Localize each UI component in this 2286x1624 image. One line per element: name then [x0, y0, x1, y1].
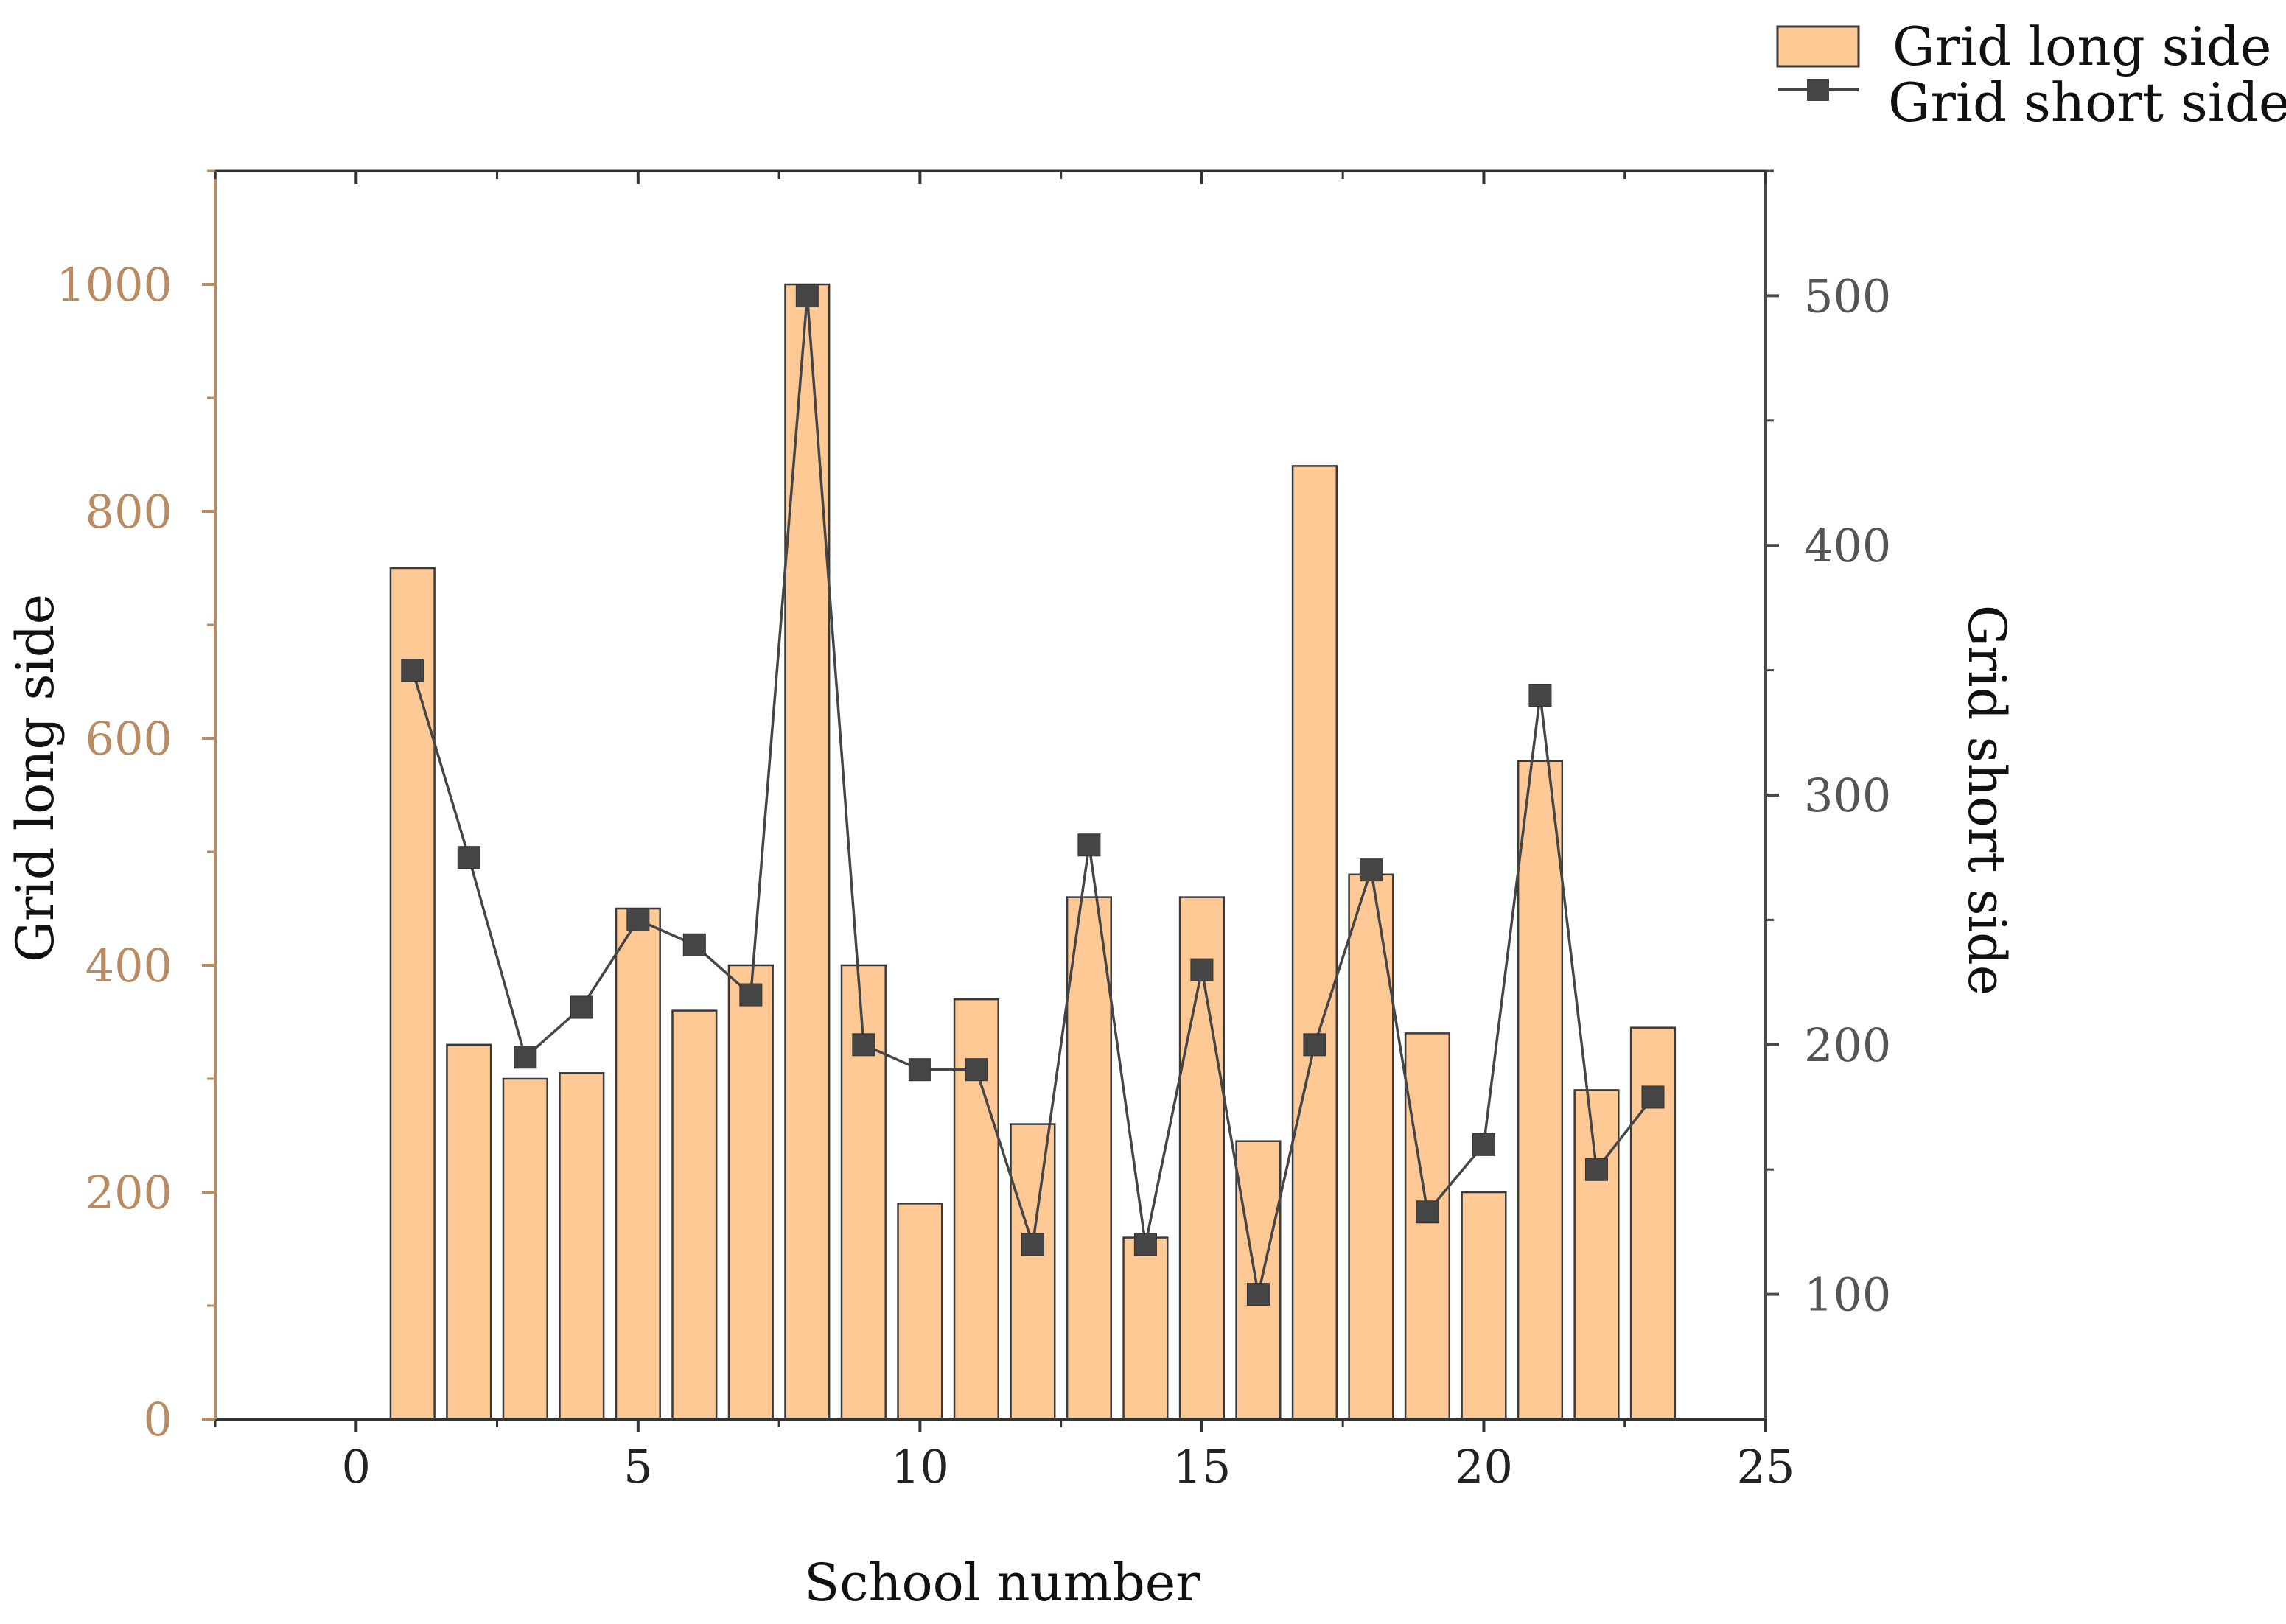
bar-school-12 — [1010, 1123, 1056, 1421]
bar-school-10 — [897, 1203, 943, 1421]
legend-line-marker — [1807, 79, 1829, 101]
marker-school-11 — [965, 1058, 988, 1082]
bar-school-21 — [1517, 760, 1564, 1421]
bar-school-19 — [1404, 1032, 1451, 1421]
marker-school-23 — [1641, 1085, 1665, 1109]
marker-school-19 — [1416, 1200, 1439, 1224]
y-left-tick-label: 400 — [85, 939, 172, 993]
marker-school-18 — [1359, 858, 1383, 882]
x-tick-label: 10 — [891, 1440, 949, 1494]
marker-school-14 — [1133, 1233, 1157, 1256]
bar-school-20 — [1461, 1191, 1507, 1421]
x-tick-label: 5 — [623, 1440, 652, 1494]
marker-school-8 — [795, 284, 819, 307]
bar-school-22 — [1573, 1089, 1620, 1421]
bar-school-6 — [671, 1009, 718, 1421]
x-tick-label: 20 — [1455, 1440, 1513, 1494]
y-left-tick-label: 200 — [85, 1166, 172, 1219]
marker-school-5 — [626, 908, 650, 931]
y-right-tick-label: 500 — [1804, 269, 1891, 323]
marker-school-21 — [1528, 683, 1552, 707]
marker-school-9 — [852, 1033, 875, 1057]
line-series — [401, 284, 1665, 1306]
y-left-tick-label: 0 — [144, 1393, 172, 1446]
bar-school-16 — [1235, 1140, 1282, 1421]
bar-school-18 — [1348, 873, 1394, 1421]
legend-line-label: Grid short side — [1888, 71, 2286, 133]
bar-school-1 — [389, 567, 436, 1421]
y-left-tick-label: 600 — [85, 712, 172, 766]
marker-school-2 — [457, 846, 480, 869]
marker-school-20 — [1472, 1133, 1495, 1156]
bar-school-5 — [615, 907, 661, 1421]
y-left-tick-label: 800 — [85, 485, 172, 539]
marker-school-10 — [908, 1058, 931, 1082]
marker-school-3 — [514, 1046, 537, 1069]
y-right-tick-label: 300 — [1804, 769, 1891, 822]
marker-school-6 — [682, 933, 706, 956]
marker-school-12 — [1021, 1233, 1044, 1256]
marker-school-1 — [401, 659, 424, 682]
x-tick-label: 25 — [1737, 1440, 1795, 1494]
x-tick-label: 15 — [1172, 1440, 1231, 1494]
x-axis-title: School number — [804, 1553, 1200, 1613]
bar-school-2 — [446, 1043, 492, 1421]
y-left-tick-label: 1000 — [56, 258, 172, 312]
legend: Grid long side Grid short side — [1776, 15, 2286, 133]
y-right-axis-title: Grid short side — [1957, 605, 2017, 995]
marker-school-4 — [570, 995, 593, 1019]
bar-school-3 — [502, 1077, 548, 1421]
legend-bar-swatch — [1776, 25, 1860, 68]
bar-school-14 — [1122, 1236, 1169, 1421]
marker-school-16 — [1246, 1283, 1270, 1306]
marker-school-13 — [1077, 833, 1101, 857]
y-right-tick-label: 100 — [1804, 1268, 1891, 1322]
legend-bar-label: Grid long side — [1892, 15, 2271, 77]
marker-school-15 — [1190, 958, 1214, 981]
x-tick-label: 0 — [342, 1440, 371, 1494]
marker-school-17 — [1303, 1033, 1326, 1057]
y-right-tick-label: 200 — [1804, 1018, 1891, 1072]
bar-school-8 — [784, 283, 831, 1421]
y-left-axis-title: Grid long side — [5, 594, 66, 962]
bar-school-17 — [1291, 465, 1338, 1421]
bar-school-13 — [1066, 896, 1112, 1421]
y-right-tick-label: 400 — [1804, 519, 1891, 573]
axis-ticks: 0 5 10 15 20 25 0 200 400 600 800 1000 100 200 300 400 5… — [56, 169, 1891, 1494]
bar-school-7 — [727, 964, 774, 1421]
marker-school-22 — [1584, 1158, 1608, 1181]
bar-school-4 — [559, 1072, 605, 1421]
marker-school-7 — [739, 983, 763, 1007]
